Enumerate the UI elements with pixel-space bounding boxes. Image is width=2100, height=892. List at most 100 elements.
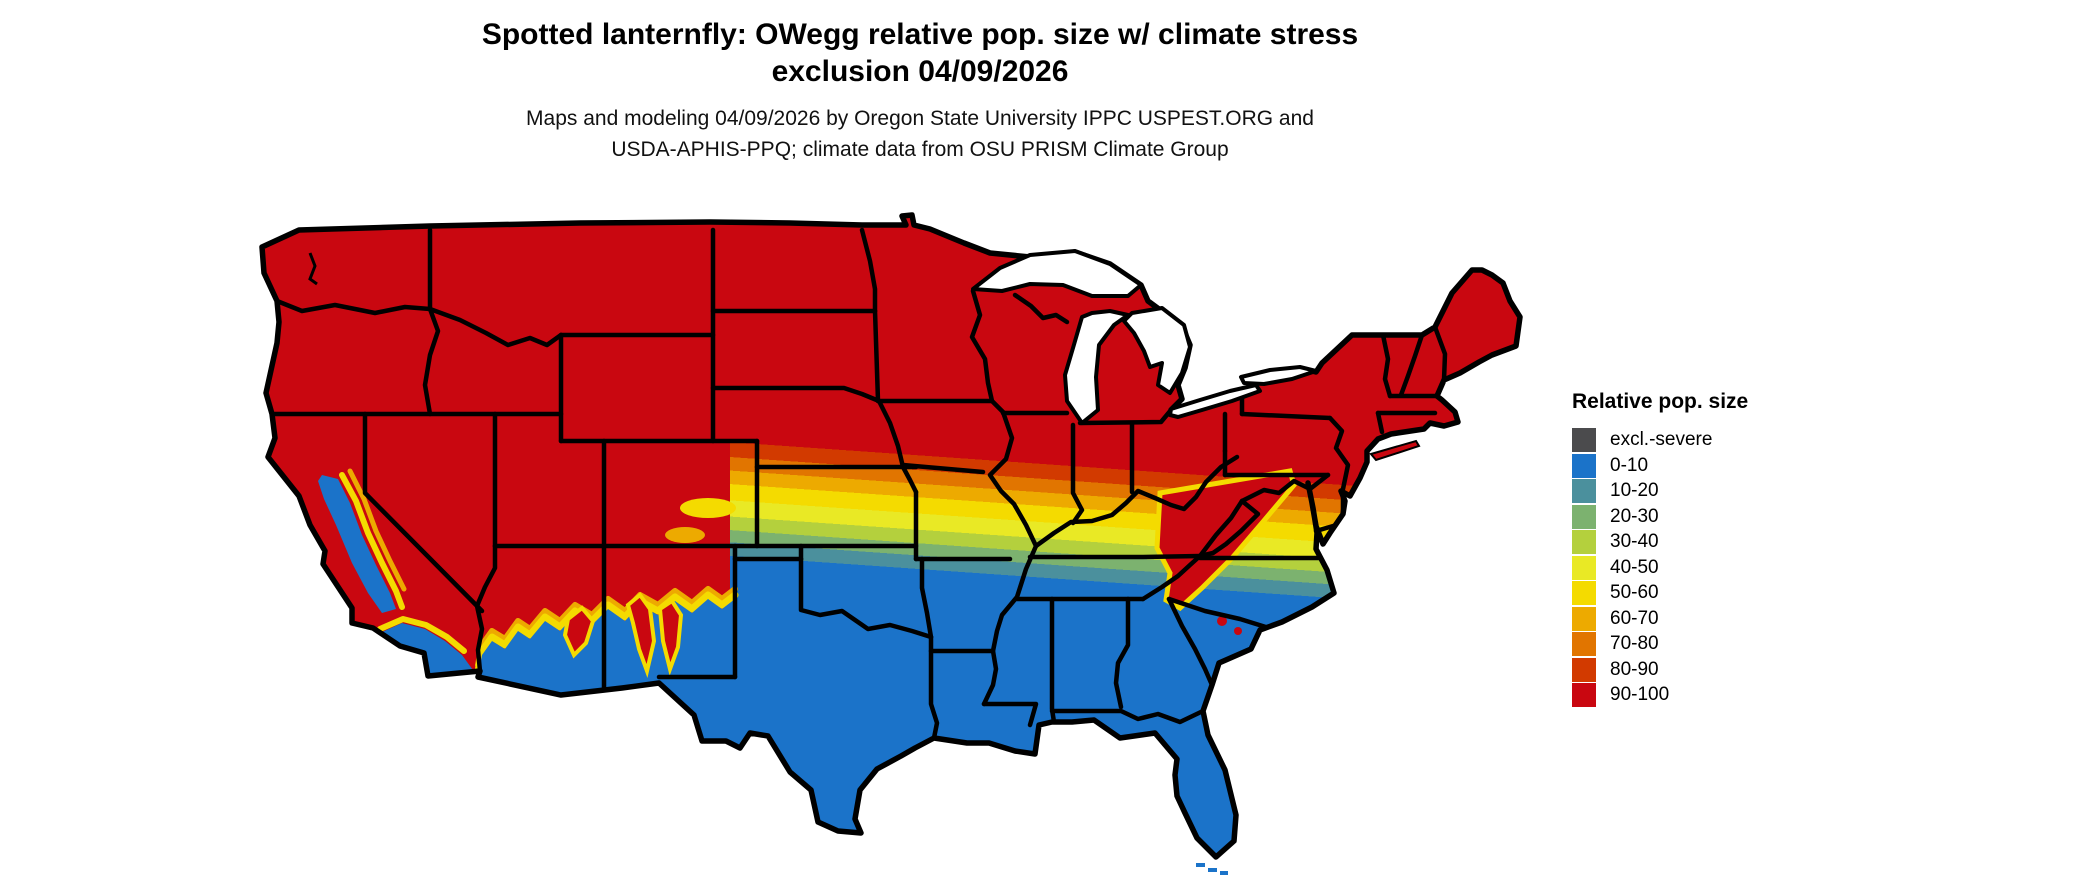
state-border-line bbox=[1239, 472, 1331, 504]
state-border-line bbox=[1077, 407, 1174, 426]
legend-swatch-icon bbox=[1572, 683, 1596, 707]
arizona-mountain-finger bbox=[562, 605, 596, 659]
state-border-line bbox=[710, 385, 882, 404]
carolina-red-speck bbox=[1217, 616, 1227, 626]
map-fill-layers bbox=[262, 215, 1520, 857]
legend-label: 20-30 bbox=[1610, 505, 1659, 527]
state-border-line bbox=[859, 227, 878, 314]
state-border-line bbox=[274, 298, 433, 316]
state-border-line bbox=[1197, 498, 1245, 559]
california-fringe-yellow bbox=[339, 472, 405, 610]
state-border-line bbox=[987, 398, 1039, 549]
legend-row-50-60: 50-60 bbox=[1572, 581, 1832, 605]
legend-swatch-icon bbox=[1572, 479, 1596, 503]
colorado-kansas-yellow-patch bbox=[680, 498, 736, 518]
legend-row-excl.-severe: excl.-severe bbox=[1572, 428, 1832, 452]
state-border-line bbox=[981, 543, 1039, 707]
new-mexico-orange-patch bbox=[665, 527, 705, 543]
state-border-line bbox=[1049, 596, 1057, 725]
legend-row-20-30: 20-30 bbox=[1572, 504, 1832, 529]
us-choropleth-map bbox=[230, 163, 1540, 885]
lake-huron bbox=[1122, 306, 1192, 395]
legend-label: 30-40 bbox=[1610, 531, 1659, 552]
legend-label: 10-20 bbox=[1610, 480, 1659, 501]
socal-blue bbox=[380, 623, 478, 677]
legend-items: excl.-severe 0-10 10-20 20-30 30-40 40-50 50-6… bbox=[1572, 428, 1832, 707]
page-title-line1: Spotted lanternfly: OWegg relative pop. … bbox=[481, 18, 1359, 51]
state-border-line bbox=[1049, 708, 1206, 725]
state-border-line bbox=[1380, 332, 1393, 399]
subtitle-line1: Maps and modeling 04/09/2026 by Oregon S… bbox=[526, 107, 1314, 130]
map-latitude-band-gradient bbox=[730, 215, 1520, 857]
legend-row-90-100: 90-100 bbox=[1572, 683, 1832, 707]
florida-keys bbox=[1196, 863, 1228, 875]
lake-erie bbox=[1168, 383, 1262, 419]
state-border-line bbox=[900, 462, 986, 475]
great-lakes bbox=[971, 249, 1318, 425]
state-border-line bbox=[1027, 553, 1203, 560]
us-map-svg bbox=[230, 163, 1540, 875]
state-border-line bbox=[928, 634, 940, 741]
state-border-line bbox=[1140, 553, 1203, 602]
state-border-line bbox=[969, 288, 995, 404]
lake-michigan bbox=[1063, 309, 1130, 425]
legend-row-80-90: 80-90 bbox=[1572, 657, 1832, 682]
puget-sound-inlet bbox=[308, 252, 318, 286]
legend-label: 50-60 bbox=[1610, 582, 1659, 603]
state-border-line bbox=[362, 411, 485, 614]
legend-label: 40-50 bbox=[1610, 556, 1659, 578]
legend-swatch-icon bbox=[1572, 504, 1596, 529]
state-border-line bbox=[474, 543, 498, 674]
state-border-line bbox=[1166, 596, 1215, 688]
central-valley-blue bbox=[318, 475, 396, 613]
legend-swatch-icon bbox=[1572, 453, 1596, 478]
state-border-line bbox=[1327, 415, 1351, 492]
chart-subtitle: Maps and modeling 04/09/2026 by Oregon S… bbox=[0, 103, 1840, 165]
subtitle-line2: USDA-APHIS-PPQ; climate data from OSU PR… bbox=[611, 138, 1229, 161]
state-border-line bbox=[1239, 411, 1333, 421]
legend-swatch-icon bbox=[1572, 606, 1596, 631]
southwest-blue-region bbox=[478, 599, 735, 857]
state-border-line bbox=[919, 556, 934, 640]
state-border-line bbox=[1398, 332, 1425, 398]
state-border-line bbox=[876, 398, 919, 495]
socal-fringe-yellow bbox=[377, 616, 467, 654]
legend-swatch-icon bbox=[1572, 555, 1596, 580]
state-border-line bbox=[798, 556, 934, 640]
legend-label: 80-90 bbox=[1610, 658, 1659, 680]
legend-swatch-icon bbox=[1572, 632, 1596, 656]
southwest-fringe-orange bbox=[475, 586, 738, 668]
legend: Relative pop. size excl.-severe 0-10 10-20… bbox=[1572, 390, 1832, 709]
state-border-line bbox=[1432, 324, 1448, 383]
state-border-line bbox=[1166, 596, 1272, 631]
legend-swatch-icon bbox=[1572, 428, 1596, 452]
legend-label: excl.-severe bbox=[1610, 429, 1713, 450]
state-border-line bbox=[1197, 498, 1261, 559]
long-island bbox=[1369, 439, 1421, 462]
legend-label: 60-70 bbox=[1610, 607, 1659, 629]
page-title-line2: exclusion 04/09/2026 bbox=[771, 55, 1069, 88]
state-border-line bbox=[1033, 454, 1240, 549]
legend-row-0-10: 0-10 bbox=[1572, 453, 1832, 478]
lake-ontario bbox=[1239, 365, 1318, 386]
legend-label: 90-100 bbox=[1610, 684, 1670, 705]
california-fringe-orange bbox=[347, 468, 407, 592]
legend-label: 70-80 bbox=[1610, 633, 1659, 654]
legend-row-40-50: 40-50 bbox=[1572, 555, 1832, 580]
state-border-line bbox=[422, 306, 441, 417]
lake-superior bbox=[971, 249, 1143, 298]
chart-header: Spotted lanternfly: OWegg relative pop. … bbox=[0, 16, 1840, 165]
legend-row-30-40: 30-40 bbox=[1572, 530, 1832, 554]
legend-label: 0-10 bbox=[1610, 454, 1649, 476]
state-border-line bbox=[872, 308, 881, 404]
legend-row-10-20: 10-20 bbox=[1572, 479, 1832, 503]
carolina-red-speck2 bbox=[1234, 627, 1242, 635]
state-border-line bbox=[427, 306, 564, 348]
state-border-line bbox=[1375, 410, 1385, 435]
state-border-line bbox=[1070, 422, 1085, 526]
state-border-line bbox=[981, 701, 1039, 728]
legend-row-60-70: 60-70 bbox=[1572, 606, 1832, 631]
sacramento-mountain-finger bbox=[657, 598, 684, 676]
legend-swatch-icon bbox=[1572, 581, 1596, 605]
state-border-line bbox=[1113, 596, 1131, 710]
